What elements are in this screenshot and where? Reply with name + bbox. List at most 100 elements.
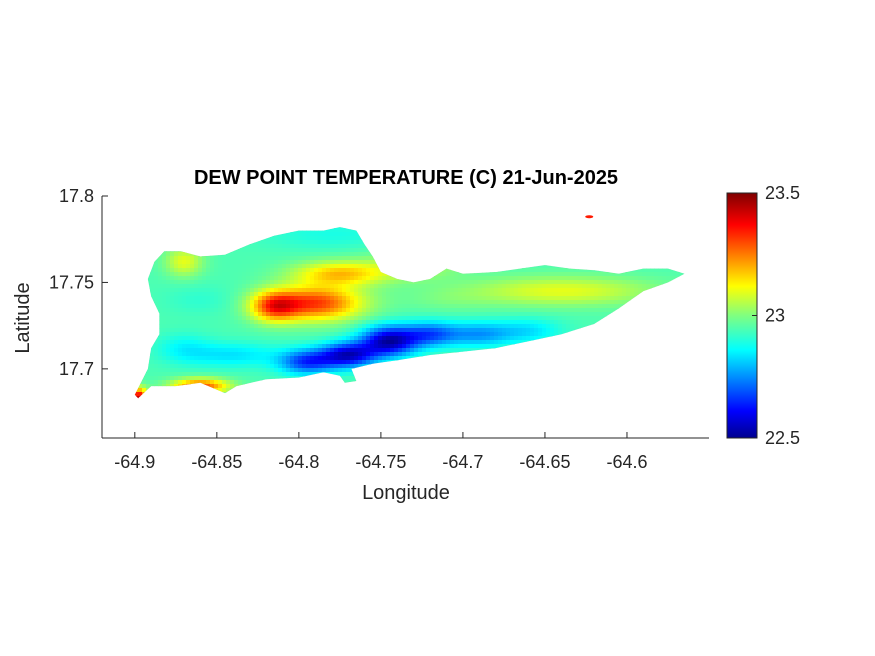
heat-cell bbox=[262, 304, 267, 309]
heat-cell bbox=[258, 248, 263, 253]
heat-cell bbox=[186, 432, 191, 437]
heat-cell bbox=[166, 288, 171, 293]
heat-cell bbox=[290, 280, 295, 285]
heat-cell bbox=[370, 256, 375, 261]
heat-cell bbox=[246, 300, 251, 305]
heat-cell bbox=[130, 388, 135, 393]
heat-cell bbox=[158, 372, 163, 377]
heat-cell bbox=[402, 368, 407, 373]
heat-cell bbox=[238, 368, 243, 373]
heat-cell bbox=[338, 212, 343, 217]
heat-cell bbox=[378, 412, 383, 417]
heat-cell bbox=[310, 416, 315, 421]
heat-cell bbox=[246, 216, 251, 221]
heat-cell bbox=[126, 228, 131, 233]
heat-cell bbox=[174, 260, 179, 265]
heat-cell bbox=[186, 352, 191, 357]
heat-cell bbox=[114, 296, 119, 301]
heat-cell bbox=[322, 316, 327, 321]
heat-cell bbox=[102, 332, 107, 337]
heat-cell bbox=[218, 216, 223, 221]
heat-cell bbox=[358, 204, 363, 209]
heat-cell bbox=[106, 260, 111, 265]
heat-cell bbox=[386, 256, 391, 261]
heat-cell bbox=[182, 260, 187, 265]
heat-cell bbox=[230, 244, 235, 249]
heat-cell bbox=[318, 312, 323, 317]
heat-cell bbox=[382, 416, 387, 421]
heat-cell bbox=[158, 356, 163, 361]
heat-cell bbox=[322, 300, 327, 305]
heat-cell bbox=[414, 364, 419, 369]
heat-cell bbox=[286, 332, 291, 337]
heat-cell bbox=[330, 408, 335, 413]
heat-cell bbox=[378, 296, 383, 301]
heat-cell bbox=[222, 424, 227, 429]
heat-cell bbox=[254, 264, 259, 269]
heat-cell bbox=[142, 300, 147, 305]
heat-cell bbox=[234, 424, 239, 429]
heat-cell bbox=[334, 352, 339, 357]
heat-cell bbox=[230, 360, 235, 365]
heat-cell bbox=[374, 356, 379, 361]
heat-cell bbox=[294, 320, 299, 325]
heat-cell bbox=[118, 224, 123, 229]
heat-cell bbox=[382, 236, 387, 241]
heat-cell bbox=[294, 376, 299, 381]
heat-cell bbox=[346, 432, 351, 437]
heat-cell bbox=[162, 320, 167, 325]
heat-cell bbox=[182, 324, 187, 329]
heat-cell bbox=[382, 204, 387, 209]
heat-cell bbox=[270, 208, 275, 213]
heat-cell bbox=[294, 348, 299, 353]
heat-cell bbox=[254, 392, 259, 397]
heat-cell bbox=[306, 248, 311, 253]
heat-cell bbox=[354, 392, 359, 397]
heat-cell bbox=[322, 227, 327, 229]
heat-cell bbox=[338, 264, 343, 269]
heat-cell bbox=[286, 232, 291, 237]
heat-cell bbox=[210, 264, 215, 269]
heat-cell bbox=[378, 308, 383, 313]
heat-cell bbox=[378, 420, 383, 425]
heat-cell bbox=[126, 252, 131, 257]
heat-cell bbox=[162, 432, 167, 437]
heat-cell bbox=[278, 356, 283, 361]
heat-cell bbox=[374, 280, 379, 285]
heat-cell bbox=[146, 204, 151, 209]
heat-cell bbox=[230, 227, 235, 229]
heat-cell bbox=[118, 360, 123, 365]
heat-cell bbox=[366, 328, 371, 333]
heat-cell bbox=[262, 284, 267, 289]
heat-cell bbox=[394, 388, 399, 393]
heat-cell bbox=[298, 244, 303, 249]
heat-cell bbox=[106, 312, 111, 317]
heat-cell bbox=[122, 324, 127, 329]
heat-cell bbox=[138, 340, 143, 345]
heat-cell bbox=[150, 280, 155, 285]
heat-cell bbox=[222, 208, 227, 213]
heat-cell bbox=[194, 412, 199, 417]
heat-cell bbox=[378, 400, 383, 405]
heat-cell bbox=[310, 424, 315, 429]
heat-cell bbox=[282, 412, 287, 417]
heat-cell bbox=[102, 312, 107, 317]
heat-cell bbox=[418, 400, 423, 405]
heat-cell bbox=[306, 196, 311, 201]
heat-cell bbox=[138, 204, 143, 209]
heat-cell bbox=[362, 380, 367, 385]
heat-cell bbox=[322, 364, 327, 369]
heat-cell bbox=[190, 240, 195, 245]
heat-cell bbox=[326, 220, 331, 225]
heat-cell bbox=[294, 360, 299, 365]
heat-cell bbox=[218, 220, 223, 225]
heat-cell bbox=[106, 208, 111, 213]
heat-cell bbox=[126, 380, 131, 385]
heat-cell bbox=[250, 252, 255, 257]
heat-cell bbox=[162, 232, 167, 237]
heat-cell bbox=[378, 312, 383, 317]
heat-cell bbox=[242, 400, 247, 405]
heat-cell bbox=[206, 256, 211, 261]
heat-cell bbox=[326, 316, 331, 321]
heat-cell bbox=[422, 352, 427, 357]
